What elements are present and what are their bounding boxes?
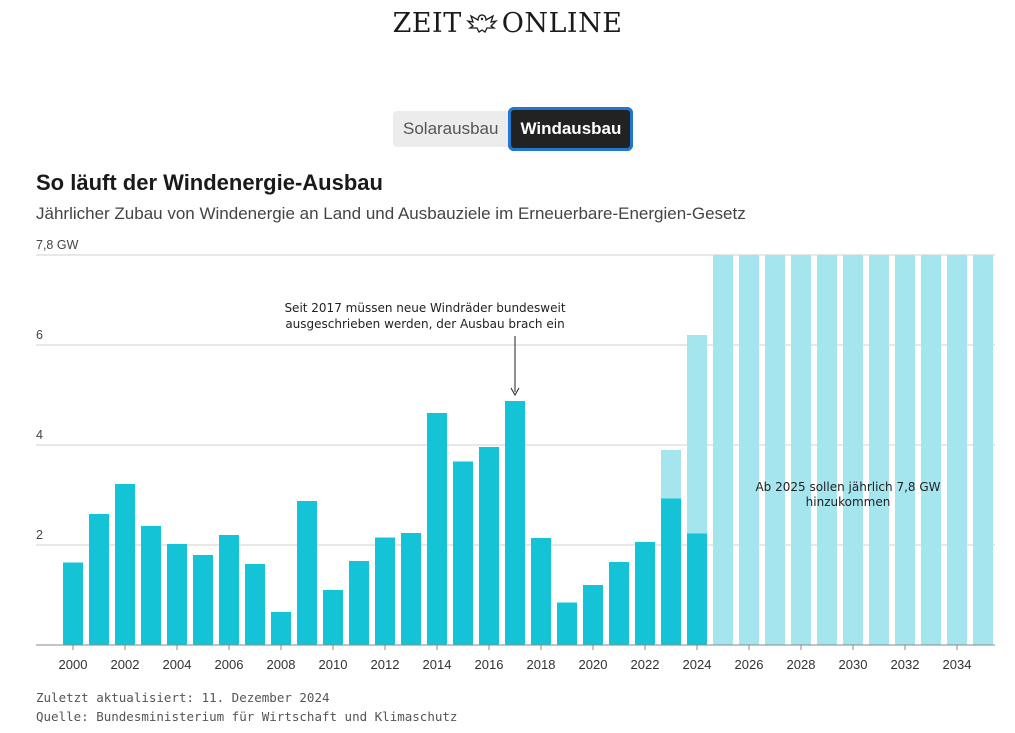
wind-bar-chart: 2 4 6 7,8 GW 2000 2002 2004 2006 2008 2010 2012 201… <box>36 238 995 672</box>
actual-bar-2008 <box>271 612 291 645</box>
actual-bar-2007 <box>245 564 265 645</box>
actual-bar-2001 <box>89 514 109 645</box>
chart-toggle: Solarausbau Windausbau <box>393 106 634 152</box>
actual-bar-2003 <box>141 526 161 645</box>
source-note: Quelle: Bundesministerium für Wirtschaft… <box>36 709 458 724</box>
y-tick-label: 6 <box>36 328 43 342</box>
x-tick-label: 2012 <box>371 657 400 672</box>
actual-bar-2012 <box>375 537 395 645</box>
actual-bar-2004 <box>167 544 187 645</box>
actual-bar-2000 <box>63 562 83 645</box>
x-tick-label: 2002 <box>111 657 140 672</box>
solar-toggle-button[interactable]: Solarausbau <box>393 111 509 147</box>
x-tick-label: 2006 <box>215 657 244 672</box>
x-tick-label: 2004 <box>163 657 192 672</box>
x-tick-label: 2034 <box>943 657 972 672</box>
last-updated: Zuletzt aktualisiert: 11. Dezember 2024 <box>36 690 330 705</box>
actual-bar-2023 <box>661 498 681 645</box>
logo-left: ZEIT <box>392 8 462 39</box>
actual-bar-2015 <box>453 461 473 645</box>
eagle-icon <box>465 14 498 33</box>
y-tick-label: 2 <box>36 528 43 542</box>
x-tick-label: 2022 <box>631 657 660 672</box>
x-tick-label: 2016 <box>475 657 504 672</box>
x-tick-label: 2030 <box>839 657 868 672</box>
actual-bar-2024 <box>687 533 707 645</box>
annotation-line: Seit 2017 müssen neue Windräder bundeswe… <box>284 301 565 315</box>
x-tick-label: 2032 <box>891 657 920 672</box>
actual-bar-2002 <box>115 484 135 645</box>
wind-toggle-button[interactable]: Windausbau <box>508 107 634 151</box>
x-tick-label: 2020 <box>579 657 608 672</box>
target-bar-2030 <box>843 255 863 645</box>
x-tick-label: 2018 <box>527 657 556 672</box>
target-annotation-line: Ab 2025 sollen jährlich 7,8 GW <box>755 480 940 494</box>
x-tick-label: 2008 <box>267 657 296 672</box>
actual-bar-2011 <box>349 561 369 645</box>
target-bar-2028 <box>791 255 811 645</box>
y-tick-label: 4 <box>36 428 43 442</box>
target-bar-2025 <box>713 255 733 645</box>
actual-bar-2006 <box>219 535 239 645</box>
x-tick-label: 2010 <box>319 657 348 672</box>
target-bar-2032 <box>895 255 915 645</box>
actual-bar-2020 <box>583 585 603 645</box>
target-bar-2035 <box>973 255 993 645</box>
actual-bar-2018 <box>531 538 551 645</box>
actual-bar-2021 <box>609 562 629 645</box>
x-tick-label: 2028 <box>787 657 816 672</box>
actual-bar-2014 <box>427 413 447 645</box>
x-tick-label: 2014 <box>423 657 452 672</box>
x-tick-label: 2026 <box>735 657 764 672</box>
zeit-online-logo[interactable]: ZEIT ONLINE <box>0 8 1015 39</box>
actual-bar-2016 <box>479 447 499 645</box>
target-bar-2027 <box>765 255 785 645</box>
actual-bar-2013 <box>401 533 421 645</box>
actual-bar-2010 <box>323 590 343 645</box>
target-bar-2026 <box>739 255 759 645</box>
target-bar-2031 <box>869 255 889 645</box>
x-tick-label: 2000 <box>59 657 88 672</box>
y-tick-label: 7,8 GW <box>36 238 79 252</box>
target-bar-2034 <box>947 255 967 645</box>
chart-title: So läuft der Windenergie-Ausbau <box>36 170 383 195</box>
actual-bar-2005 <box>193 555 213 645</box>
actual-bar-2009 <box>297 501 317 645</box>
actual-bar-2022 <box>635 542 655 645</box>
annotation-arrowhead <box>510 387 520 397</box>
actual-bar-2017 <box>505 401 525 645</box>
chart-subtitle: Jährlicher Zubau von Windenergie an Land… <box>36 204 746 223</box>
target-bar-2029 <box>817 255 837 645</box>
x-tick-label: 2024 <box>683 657 712 672</box>
target-bar-2033 <box>921 255 941 645</box>
target-annotation-line: hinzukommen <box>806 495 891 509</box>
actual-bar-2019 <box>557 602 577 645</box>
annotation-line: ausgeschrieben werden, der Ausbau brach … <box>285 317 564 331</box>
logo-right: ONLINE <box>501 8 623 39</box>
